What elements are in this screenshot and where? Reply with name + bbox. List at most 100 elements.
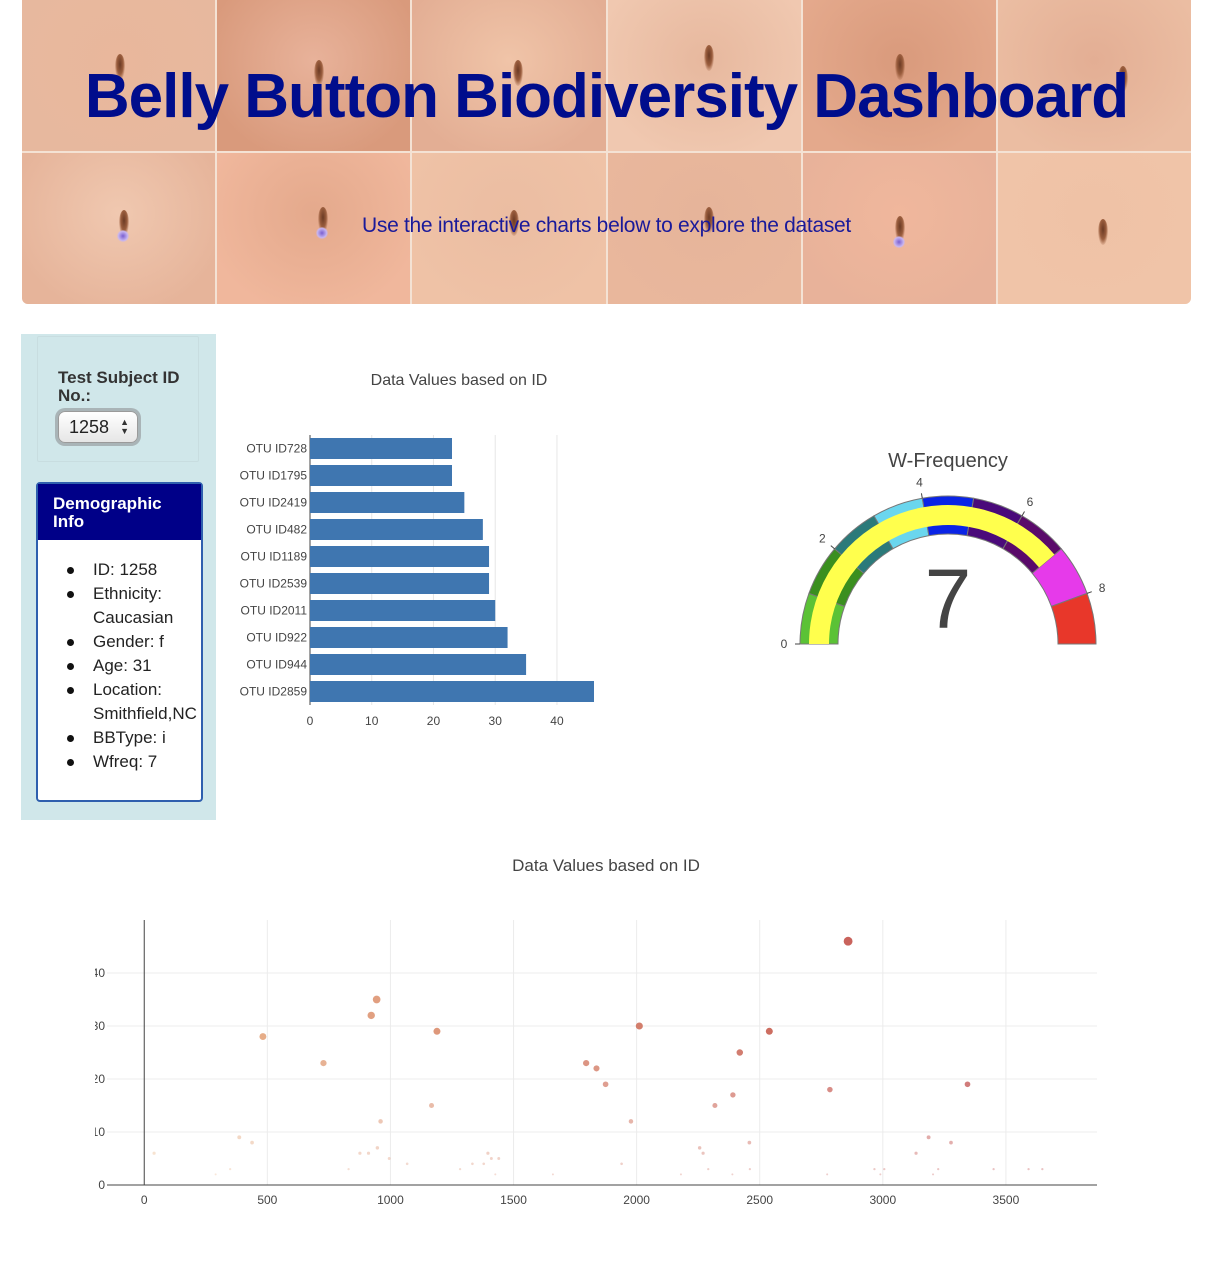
bubble-point[interactable] (712, 1102, 718, 1109)
bar[interactable] (310, 519, 483, 540)
bar-chart: Data Values based on ID OTU ID728 OTU ID1… (240, 372, 594, 728)
bar-category-label: OTU ID1189 (241, 550, 308, 564)
bubble-point[interactable] (730, 1092, 736, 1098)
bar[interactable] (310, 438, 452, 459)
bubble-point[interactable] (964, 1081, 971, 1088)
bar-x-tick-label: 10 (365, 714, 379, 728)
bubble-point[interactable] (489, 1157, 493, 1160)
bubble-point[interactable] (237, 1135, 242, 1140)
bubble-point[interactable] (366, 1151, 371, 1155)
bar[interactable] (310, 681, 594, 702)
subject-id-selected-value: 1258 (69, 417, 110, 437)
bubble-point[interactable] (731, 1173, 734, 1176)
left-column: Test Subject ID No.: 1258 ▲ ▼ Demographic… (21, 334, 216, 820)
bubble-y-tick-label: 40 (95, 966, 105, 980)
bubble-point[interactable] (765, 1027, 773, 1035)
bubble-point[interactable] (926, 1135, 931, 1140)
bar[interactable] (310, 465, 452, 486)
bubble-point[interactable] (707, 1167, 710, 1171)
bubble-point[interactable] (152, 1151, 156, 1155)
bubble-x-tick-label: 3000 (869, 1193, 896, 1207)
gauge-tick-label: 8 (1099, 581, 1106, 595)
bubble-chart-grid (107, 920, 1097, 1186)
bubble-point[interactable] (372, 995, 381, 1004)
bubble-point[interactable] (583, 1059, 590, 1067)
bubble-x-tick-label: 1500 (500, 1193, 527, 1207)
bar-chart-title: Data Values based on ID (371, 372, 548, 389)
bubble-point[interactable] (914, 1151, 918, 1155)
bubble-point[interactable] (250, 1140, 254, 1145)
bubble-point[interactable] (367, 1011, 375, 1020)
bar[interactable] (310, 600, 496, 621)
bubble-point[interactable] (747, 1140, 752, 1145)
gauge-tick-label: 2 (819, 532, 826, 546)
jumbotron-header: Belly Button Biodiversity Dashboard Use … (22, 0, 1191, 304)
bar-chart-x-labels: 0 10 20 30 40 (307, 714, 564, 728)
bubble-point[interactable] (883, 1167, 886, 1171)
bubble-point[interactable] (458, 1167, 462, 1171)
bubble-point[interactable] (429, 1102, 435, 1109)
bubble-point[interactable] (873, 1167, 876, 1171)
bubble-point[interactable] (679, 1173, 682, 1176)
bubble-point[interactable] (736, 1049, 744, 1056)
bubble-point[interactable] (387, 1157, 391, 1160)
bubble-point[interactable] (378, 1119, 383, 1124)
bubble-point[interactable] (701, 1151, 705, 1155)
bubble-chart-points (152, 936, 1044, 1176)
bubble-point[interactable] (433, 1027, 441, 1035)
navel-shape (704, 207, 715, 234)
bubble-x-tick-label: 2000 (623, 1193, 650, 1207)
header-photo-tile (607, 153, 801, 304)
bubble-point[interactable] (471, 1162, 474, 1166)
bubble-point[interactable] (620, 1162, 623, 1166)
bubble-point[interactable] (593, 1065, 600, 1072)
bar[interactable] (310, 492, 465, 513)
bubble-point[interactable] (347, 1167, 350, 1171)
navel-shape (313, 60, 324, 87)
bubble-point[interactable] (879, 1173, 882, 1176)
bubble-x-tick-label: 1000 (377, 1193, 404, 1207)
bubble-point[interactable] (949, 1140, 953, 1145)
bubble-point[interactable] (214, 1173, 217, 1176)
bubble-point[interactable] (320, 1059, 327, 1067)
bubble-point[interactable] (843, 936, 853, 946)
demographic-item-id: ID: 1258 (67, 558, 208, 582)
bubble-point[interactable] (497, 1157, 501, 1160)
header-photo-tile (217, 0, 411, 151)
bubble-point[interactable] (494, 1173, 497, 1176)
bar-x-tick-label: 0 (307, 714, 314, 728)
bar[interactable] (310, 627, 508, 648)
bubble-point[interactable] (486, 1151, 490, 1155)
bubble-point[interactable] (826, 1173, 829, 1176)
bubble-point[interactable] (1041, 1167, 1044, 1171)
bubble-point[interactable] (1027, 1167, 1030, 1171)
bar[interactable] (310, 546, 490, 567)
bubble-point[interactable] (551, 1173, 554, 1176)
bubble-point[interactable] (635, 1022, 643, 1030)
bubble-point[interactable] (827, 1086, 833, 1093)
bubble-point[interactable] (358, 1151, 362, 1155)
bubble-point[interactable] (602, 1081, 609, 1088)
bubble-point[interactable] (259, 1033, 267, 1041)
bubble-point[interactable] (932, 1173, 935, 1176)
bubble-point[interactable] (229, 1167, 232, 1171)
bubble-point[interactable] (375, 1146, 380, 1150)
bar-chart-bars (310, 438, 594, 702)
gauge-title: W-Frequency (888, 450, 1008, 472)
bubble-point[interactable] (937, 1167, 940, 1171)
demographic-item-location: Location: Smithfield,NC (67, 678, 208, 726)
bubble-y-tick-label: 20 (95, 1072, 105, 1086)
bar[interactable] (310, 654, 527, 675)
subject-id-dropdown[interactable]: 1258 ▲ ▼ (58, 411, 138, 443)
header-photo-tile (22, 153, 216, 304)
bar[interactable] (310, 573, 490, 594)
bubble-point[interactable] (992, 1167, 995, 1171)
bubble-point[interactable] (405, 1162, 409, 1166)
bar-chart-y-labels: OTU ID728 OTU ID1795 OTU ID2419 OTU ID482 OT… (240, 442, 308, 699)
bubble-point[interactable] (697, 1146, 702, 1150)
demographic-item-bbtype: BBType: i (67, 726, 208, 750)
bubble-point[interactable] (748, 1167, 751, 1171)
bubble-point[interactable] (628, 1119, 634, 1124)
bubble-point[interactable] (482, 1162, 486, 1166)
bar-x-tick-label: 20 (427, 714, 441, 728)
